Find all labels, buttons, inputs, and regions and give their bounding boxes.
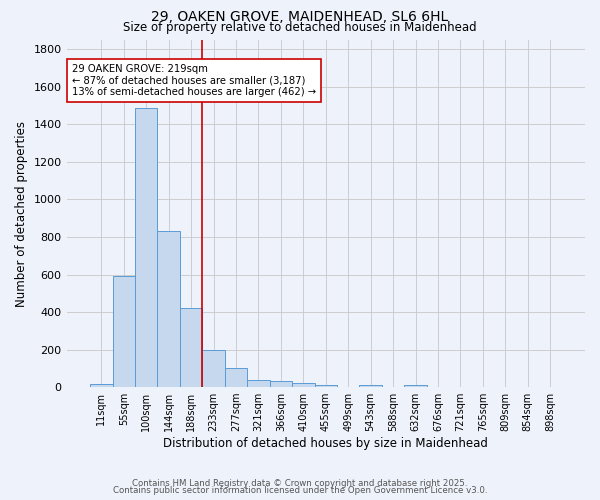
Text: Contains HM Land Registry data © Crown copyright and database right 2025.: Contains HM Land Registry data © Crown c… bbox=[132, 478, 468, 488]
Bar bbox=[113, 276, 135, 387]
Bar bbox=[269, 382, 292, 387]
Bar bbox=[359, 384, 382, 387]
Bar bbox=[135, 108, 157, 387]
Bar bbox=[90, 384, 113, 387]
Bar bbox=[314, 385, 337, 387]
Bar bbox=[180, 308, 202, 387]
Text: Contains public sector information licensed under the Open Government Licence v3: Contains public sector information licen… bbox=[113, 486, 487, 495]
X-axis label: Distribution of detached houses by size in Maidenhead: Distribution of detached houses by size … bbox=[163, 437, 488, 450]
Bar bbox=[247, 380, 269, 387]
Bar bbox=[202, 350, 225, 387]
Bar bbox=[225, 368, 247, 387]
Bar bbox=[404, 385, 427, 387]
Text: 29 OAKEN GROVE: 219sqm
← 87% of detached houses are smaller (3,187)
13% of semi-: 29 OAKEN GROVE: 219sqm ← 87% of detached… bbox=[72, 64, 316, 98]
Bar bbox=[157, 232, 180, 387]
Text: 29, OAKEN GROVE, MAIDENHEAD, SL6 6HL: 29, OAKEN GROVE, MAIDENHEAD, SL6 6HL bbox=[151, 10, 449, 24]
Bar bbox=[292, 384, 314, 387]
Y-axis label: Number of detached properties: Number of detached properties bbox=[15, 120, 28, 306]
Text: Size of property relative to detached houses in Maidenhead: Size of property relative to detached ho… bbox=[123, 21, 477, 34]
